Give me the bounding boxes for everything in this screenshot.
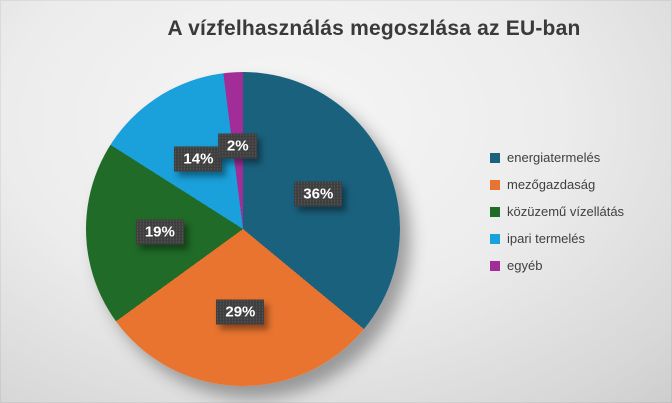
- legend-swatch-icon: [490, 233, 500, 244]
- legend-item: mezőgazdaság: [490, 177, 624, 192]
- legend-item: ipari termelés: [490, 231, 624, 246]
- legend-swatch-icon: [490, 179, 500, 190]
- legend-label: egyéb: [507, 258, 543, 273]
- pie-chart: [86, 72, 400, 386]
- legend-swatch-icon: [490, 206, 500, 217]
- legend-swatch-icon: [490, 152, 500, 163]
- slice-data-label: 29%: [216, 299, 265, 325]
- legend-swatch-icon: [490, 260, 500, 271]
- legend-item: energiatermelés: [490, 150, 624, 165]
- legend-item: közüzemű vízellátás: [490, 204, 624, 219]
- slice-data-label: 2%: [217, 133, 258, 159]
- legend-label: ipari termelés: [507, 231, 586, 246]
- legend-label: közüzemű vízellátás: [507, 204, 625, 219]
- chart-title: A vízfelhasználás megoszlása az EU-ban: [167, 17, 581, 40]
- legend-item: egyéb: [490, 258, 624, 273]
- slice-data-label: 19%: [135, 219, 184, 245]
- legend-label: mezőgazdaság: [507, 177, 596, 192]
- slice-data-label: 36%: [294, 181, 343, 207]
- slice-data-label: 14%: [174, 146, 223, 172]
- legend: energiatermelés mezőgazdaság közüzemű ví…: [490, 150, 624, 273]
- legend-label: energiatermelés: [507, 150, 601, 165]
